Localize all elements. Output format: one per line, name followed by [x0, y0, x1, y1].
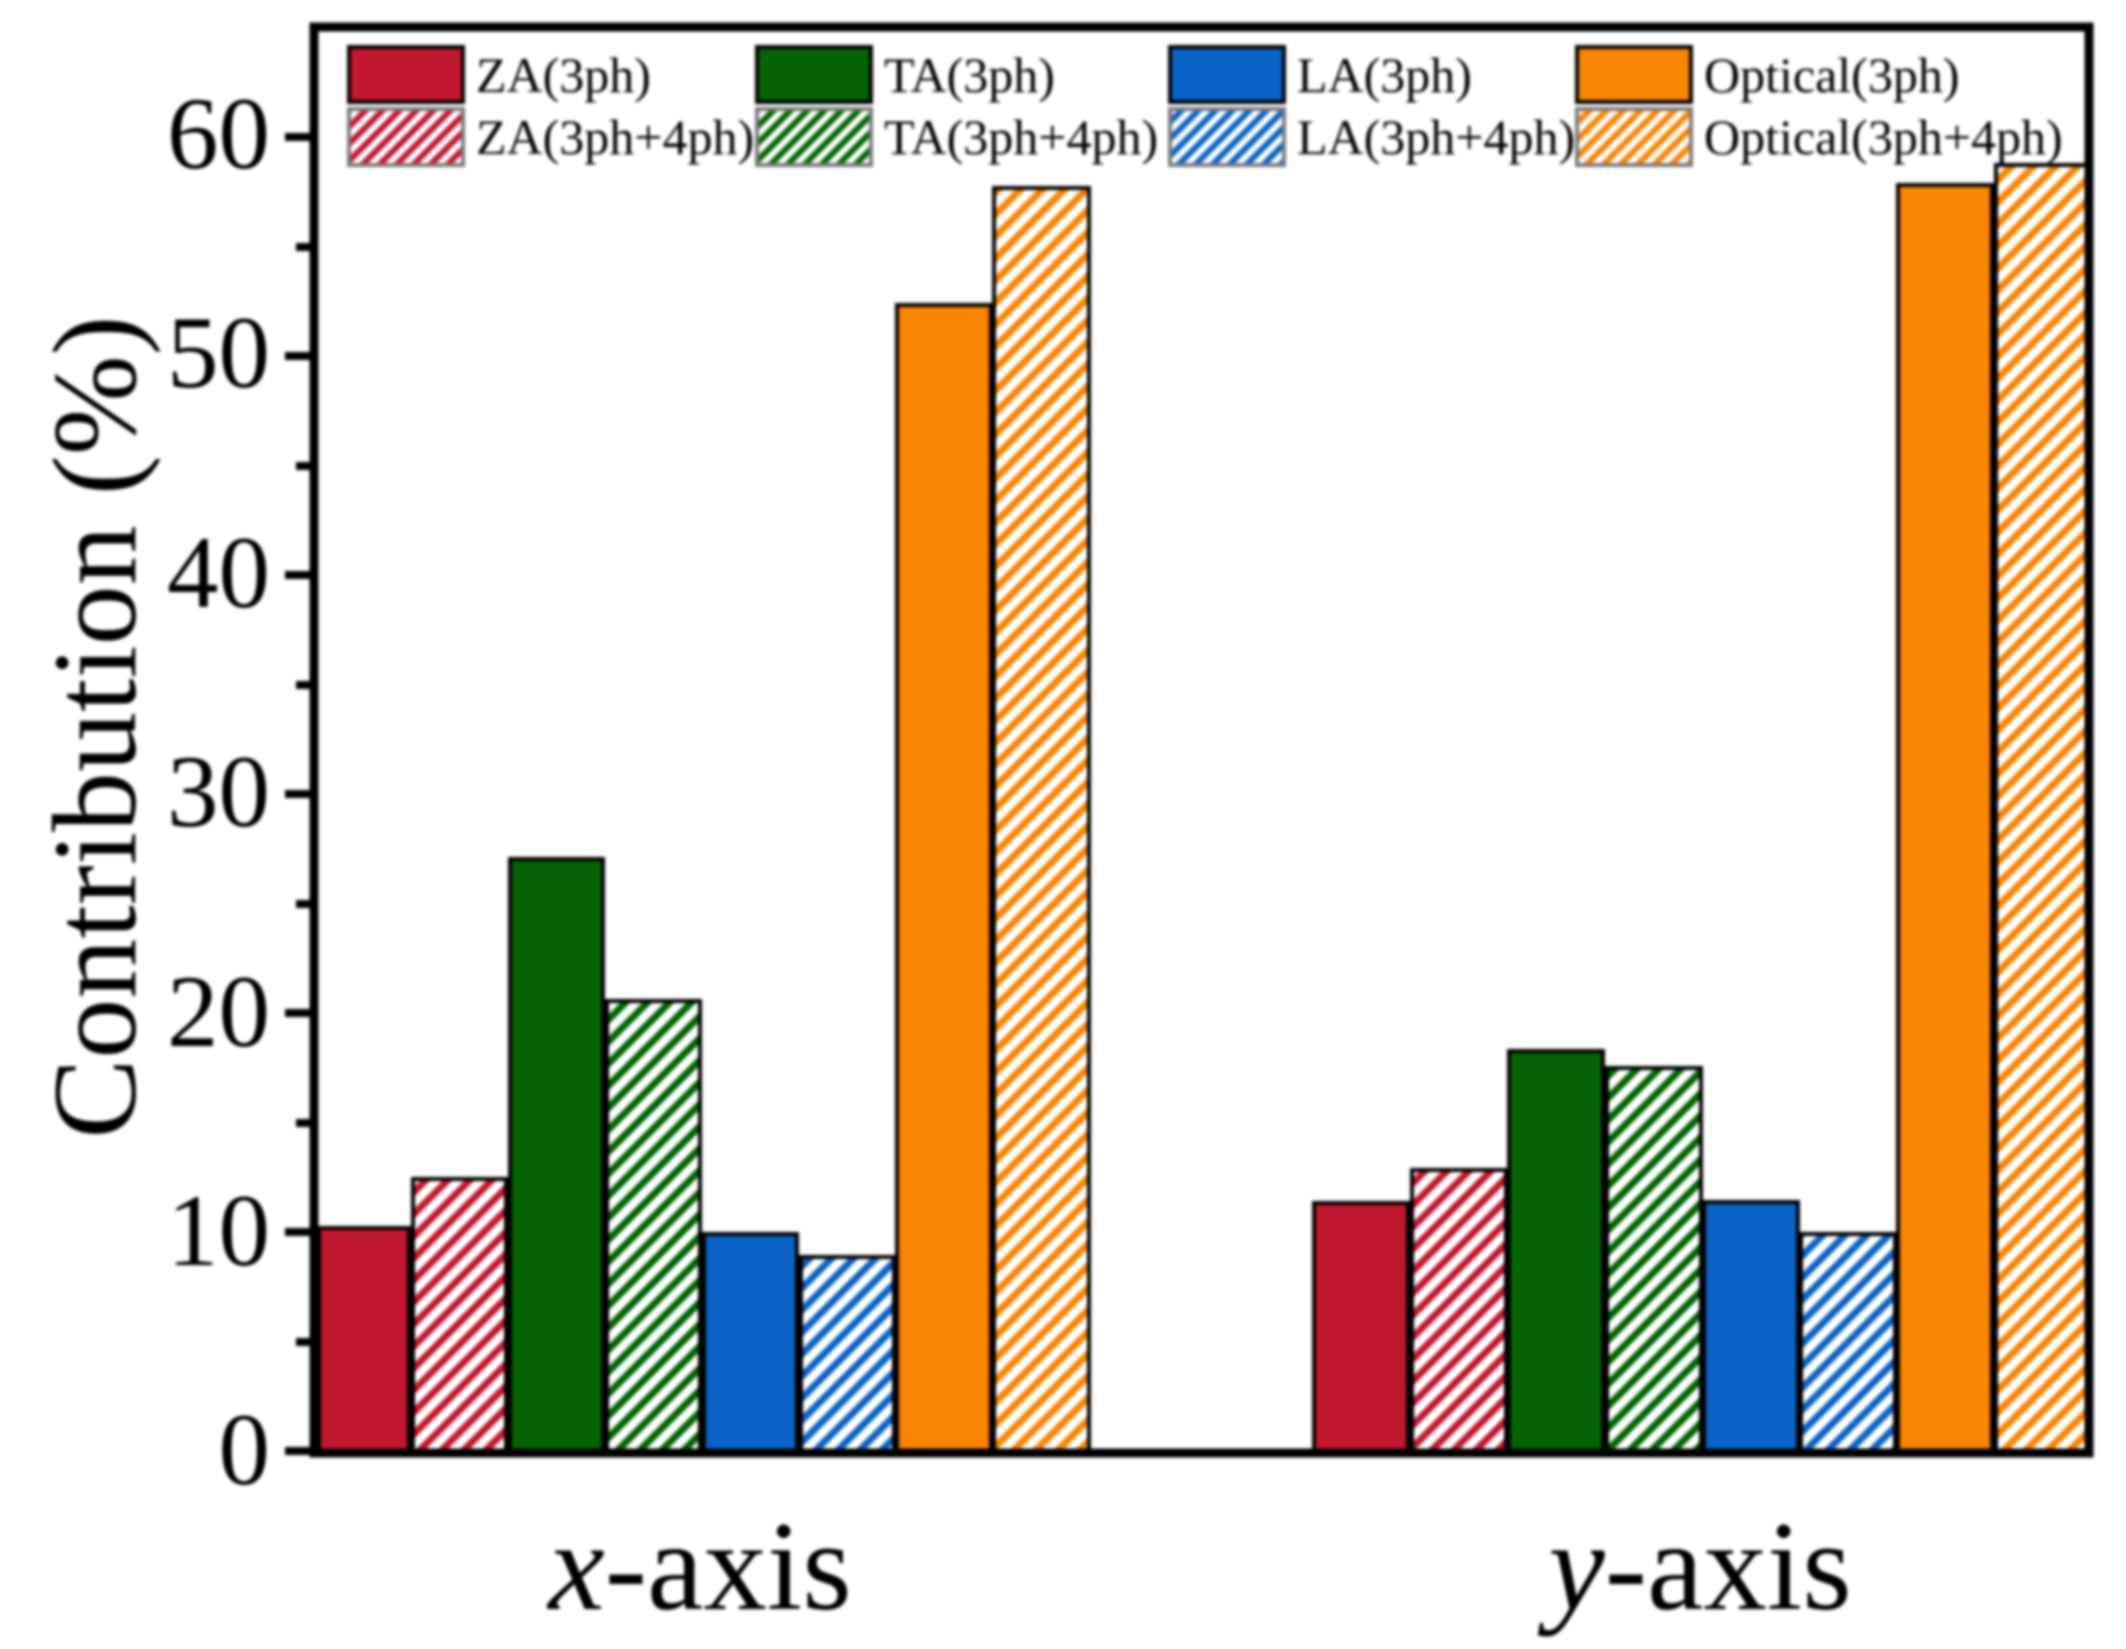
svg-text:TA(3ph+4ph): TA(3ph+4ph) — [884, 109, 1158, 165]
svg-text:Optical(3ph+4ph): Optical(3ph+4ph) — [1704, 109, 2063, 165]
svg-text:ZA(3ph): ZA(3ph) — [476, 47, 651, 103]
svg-text:y-axis: y-axis — [1537, 1497, 1851, 1637]
svg-text:10: 10 — [167, 1174, 270, 1288]
svg-text:TA(3ph): TA(3ph) — [884, 47, 1055, 103]
svg-text:50: 50 — [167, 296, 270, 410]
svg-text:LA(3ph): LA(3ph) — [1297, 47, 1472, 103]
svg-text:40: 40 — [167, 516, 270, 630]
svg-text:x-axis: x-axis — [546, 1497, 851, 1637]
svg-text:LA(3ph+4ph): LA(3ph+4ph) — [1297, 109, 1575, 165]
svg-text:20: 20 — [167, 955, 270, 1069]
svg-text:ZA(3ph+4ph): ZA(3ph+4ph) — [476, 109, 754, 165]
svg-text:30: 30 — [167, 735, 270, 849]
svg-text:Optical(3ph): Optical(3ph) — [1704, 47, 1959, 103]
svg-text:60: 60 — [167, 77, 270, 191]
svg-text:0: 0 — [219, 1393, 271, 1507]
svg-text:Contribution (%): Contribution (%) — [28, 315, 161, 1138]
